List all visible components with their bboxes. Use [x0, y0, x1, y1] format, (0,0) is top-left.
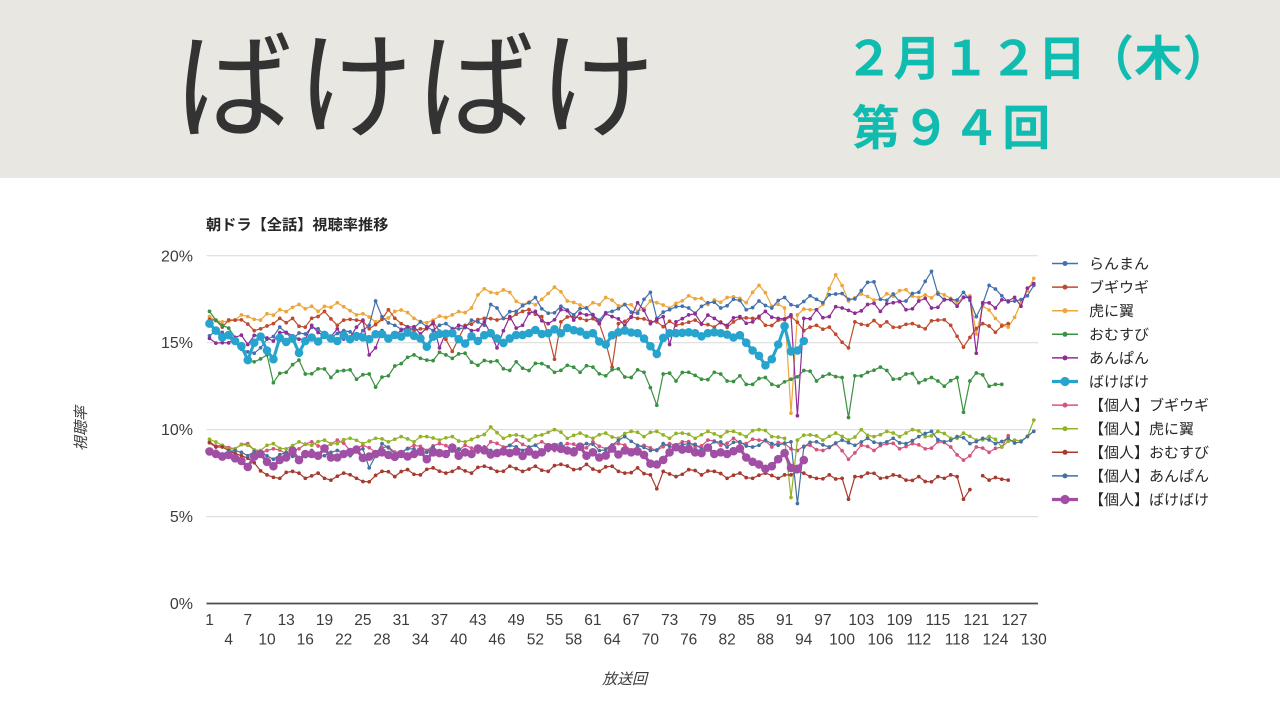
svg-text:88: 88 — [757, 632, 774, 649]
svg-text:43: 43 — [469, 612, 486, 629]
svg-text:25: 25 — [354, 612, 371, 629]
svg-text:4: 4 — [224, 632, 233, 649]
svg-text:85: 85 — [738, 612, 755, 629]
svg-text:79: 79 — [699, 612, 716, 629]
svg-text:127: 127 — [1002, 612, 1028, 629]
svg-text:76: 76 — [680, 632, 697, 649]
svg-text:118: 118 — [945, 632, 970, 649]
svg-text:103: 103 — [848, 612, 874, 629]
svg-text:121: 121 — [963, 612, 989, 629]
svg-text:19: 19 — [316, 612, 333, 629]
svg-text:1: 1 — [205, 612, 214, 629]
svg-text:52: 52 — [527, 632, 544, 649]
svg-text:10: 10 — [258, 632, 276, 649]
svg-text:100: 100 — [829, 632, 855, 649]
svg-text:67: 67 — [623, 612, 640, 629]
svg-text:13: 13 — [278, 612, 295, 629]
svg-text:130: 130 — [1021, 632, 1047, 649]
svg-text:112: 112 — [906, 632, 931, 649]
svg-text:31: 31 — [393, 612, 410, 629]
svg-text:64: 64 — [603, 632, 621, 649]
svg-text:106: 106 — [867, 632, 893, 649]
svg-text:16: 16 — [297, 632, 314, 649]
svg-text:10%: 10% — [161, 422, 193, 439]
svg-text:46: 46 — [488, 632, 505, 649]
svg-text:109: 109 — [887, 612, 913, 629]
svg-text:58: 58 — [565, 632, 582, 649]
svg-text:115: 115 — [926, 612, 951, 629]
svg-text:49: 49 — [508, 612, 525, 629]
svg-text:124: 124 — [982, 632, 1008, 649]
svg-text:55: 55 — [546, 612, 563, 629]
svg-text:15%: 15% — [161, 335, 193, 352]
svg-text:7: 7 — [243, 612, 252, 629]
svg-text:73: 73 — [661, 612, 678, 629]
svg-text:70: 70 — [642, 632, 660, 649]
svg-text:20%: 20% — [161, 248, 193, 265]
svg-text:22: 22 — [335, 632, 352, 649]
svg-text:97: 97 — [814, 612, 831, 629]
svg-text:0%: 0% — [170, 596, 193, 613]
svg-text:5%: 5% — [170, 509, 193, 526]
svg-text:37: 37 — [431, 612, 448, 629]
svg-text:28: 28 — [373, 632, 390, 649]
svg-text:91: 91 — [776, 612, 793, 629]
svg-text:61: 61 — [584, 612, 601, 629]
svg-text:94: 94 — [795, 632, 813, 649]
svg-text:34: 34 — [412, 632, 430, 649]
svg-text:40: 40 — [450, 632, 468, 649]
svg-text:82: 82 — [718, 632, 735, 649]
